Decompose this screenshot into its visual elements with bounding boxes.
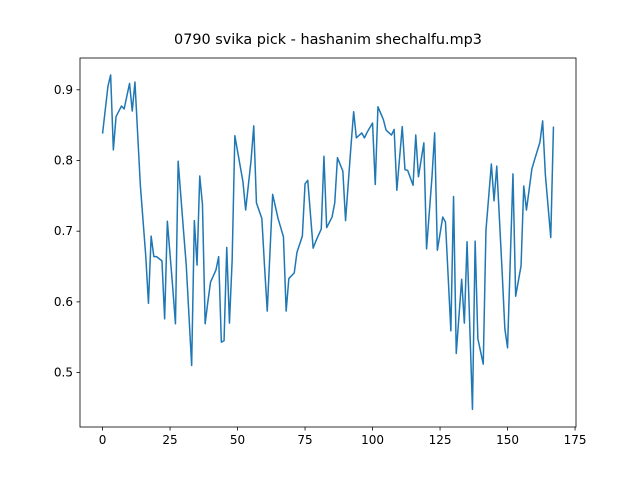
y-tick-label: 0.9	[54, 83, 73, 97]
x-tick-label: 150	[496, 433, 519, 447]
x-tick-label: 75	[297, 433, 312, 447]
x-tick-label: 50	[230, 433, 245, 447]
x-tick-label: 175	[564, 433, 587, 447]
x-tick-label: 100	[361, 433, 384, 447]
x-tick-label: 25	[162, 433, 177, 447]
y-tick-label: 0.7	[54, 224, 73, 238]
x-tick-label: 125	[429, 433, 452, 447]
x-tick-label: 0	[99, 433, 107, 447]
plot-frame	[79, 57, 577, 428]
y-tick-label: 0.8	[54, 154, 73, 168]
chart-title: 0790 svika pick - hashanim shechalfu.mp3	[174, 32, 482, 48]
y-tick-label: 0.5	[54, 366, 73, 380]
y-tick-label: 0.6	[54, 295, 73, 309]
data-line	[101, 74, 555, 411]
